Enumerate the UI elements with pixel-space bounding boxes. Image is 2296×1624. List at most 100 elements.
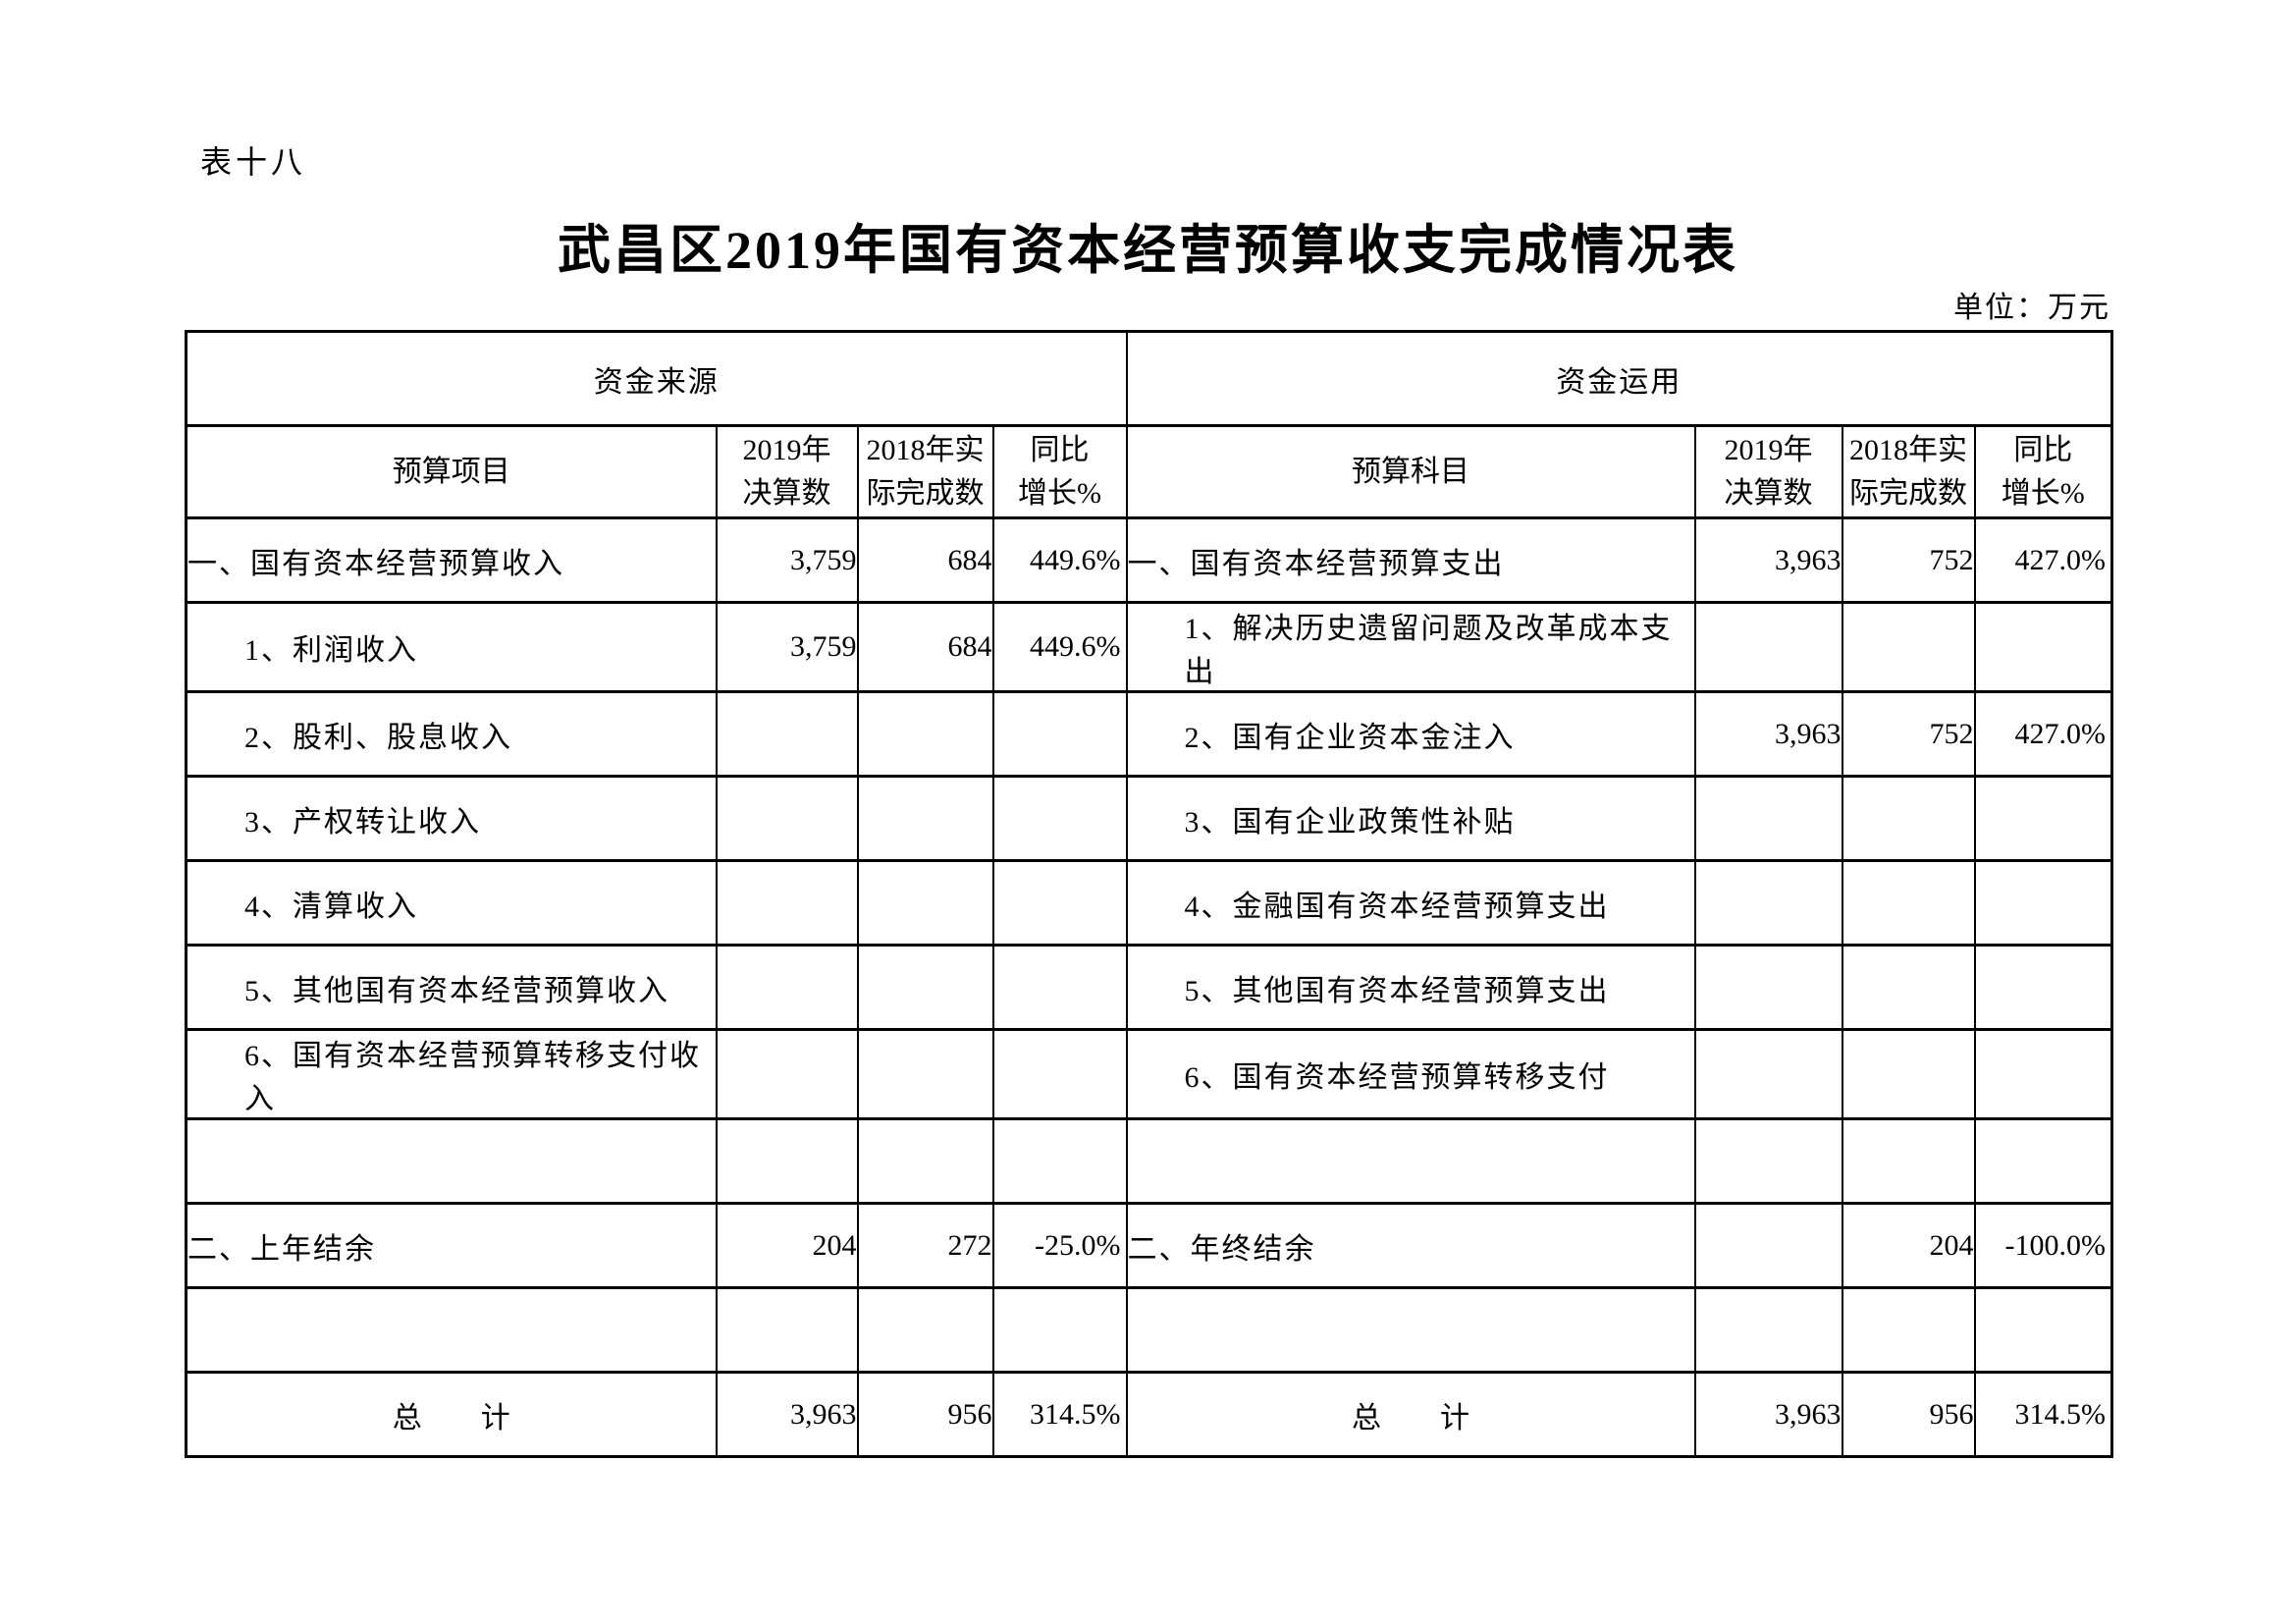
- table-row: 2、股利、股息收入 2、国有企业资本金注入 3,963 752 427.0%: [185, 690, 2113, 778]
- value-2019-cell: 3,963: [1693, 690, 1843, 778]
- column-header-2019-final: 2019年 决算数: [715, 424, 859, 519]
- row-label-cell: 3、产权转让收入: [185, 775, 718, 862]
- value-yoy-cell: [1973, 601, 2113, 693]
- row-label-cell: 总 计: [185, 1371, 718, 1458]
- table-row: 一、国有资本经营预算收入 3,759 684 449.6% 一、国有资本经营预算支出 3,…: [185, 516, 2113, 604]
- column-header-2019-final: 2019年 决算数: [1693, 424, 1843, 519]
- column-header-2018-actual: 2018年实 际完成数: [856, 424, 994, 519]
- table-row: 4、清算收入 4、金融国有资本经营预算支出: [185, 859, 2113, 947]
- value-2019-cell: [1693, 775, 1843, 862]
- row-label-cell: 2、国有企业资本金注入: [1125, 690, 1696, 778]
- table-row: 1、利润收入 3,759 684 449.6% 1、解决历史遗留问题及改革成本支出: [185, 601, 2113, 693]
- value-2019-cell: 3,963: [715, 1371, 859, 1458]
- value-2019-cell: [1693, 1202, 1843, 1289]
- value-2018-cell: [856, 944, 994, 1031]
- value-2019-cell: [1693, 601, 1843, 693]
- row-label-cell: [185, 1286, 718, 1374]
- value-yoy-cell: 427.0%: [1973, 516, 2113, 604]
- value-2018-cell: [1841, 859, 1976, 947]
- value-yoy-cell: [1973, 859, 2113, 947]
- row-label-cell: 2、股利、股息收入: [185, 690, 718, 778]
- table-row: [185, 1117, 2113, 1205]
- value-2018-cell: [856, 1028, 994, 1120]
- value-2019-cell: [715, 690, 859, 778]
- value-2019-cell: [1693, 859, 1843, 947]
- value-yoy-cell: -25.0%: [991, 1202, 1128, 1289]
- row-label-cell: 一、国有资本经营预算收入: [185, 516, 718, 604]
- column-header-row: 预算项目 2019年 决算数 2018年实 际完成数 同比 增长% 预算科目 2…: [185, 424, 2113, 519]
- table-row: [185, 1286, 2113, 1374]
- value-2019-cell: [715, 1028, 859, 1120]
- unit-note: 单位：万元: [1953, 292, 2110, 324]
- value-2019-cell: 3,759: [715, 601, 859, 693]
- value-yoy-cell: -100.0%: [1973, 1202, 2113, 1289]
- value-2018-cell: [856, 775, 994, 862]
- value-yoy-cell: 314.5%: [1973, 1371, 2113, 1458]
- row-label-cell: [185, 1117, 718, 1205]
- value-yoy-cell: 314.5%: [991, 1371, 1128, 1458]
- value-yoy-cell: 449.6%: [991, 601, 1128, 693]
- table-row: 5、其他国有资本经营预算收入 5、其他国有资本经营预算支出: [185, 944, 2113, 1031]
- value-2019-cell: 3,759: [715, 516, 859, 604]
- value-2019-cell: 204: [715, 1202, 859, 1289]
- value-2018-cell: 684: [856, 516, 994, 604]
- group-header-row: 资金来源 资金运用: [185, 330, 2113, 427]
- value-yoy-cell: [1973, 944, 2113, 1031]
- value-yoy-cell: [1973, 1286, 2113, 1374]
- budget-table: 资金来源 资金运用 预算项目 2019年 决算数 2018年实 际完成数 同比 …: [185, 330, 2113, 1458]
- value-2018-cell: 272: [856, 1202, 994, 1289]
- table-number-label: 表十八: [200, 144, 307, 180]
- value-yoy-cell: [991, 1286, 1128, 1374]
- row-label-cell: 4、清算收入: [185, 859, 718, 947]
- value-2019-cell: [1693, 1028, 1843, 1120]
- column-header-yoy-growth: 同比 增长%: [1973, 424, 2113, 519]
- value-2018-cell: [856, 1286, 994, 1374]
- table-row: 二、上年结余 204 272 -25.0% 二、年终结余 204 -100.0%: [185, 1202, 2113, 1289]
- value-yoy-cell: [991, 859, 1128, 947]
- row-label-cell: 5、其他国有资本经营预算收入: [185, 944, 718, 1031]
- value-2018-cell: 684: [856, 601, 994, 693]
- group-header-funding-sources: 资金来源: [185, 330, 1128, 427]
- value-2018-cell: 752: [1841, 516, 1976, 604]
- value-yoy-cell: 449.6%: [991, 516, 1128, 604]
- row-label-cell: 1、解决历史遗留问题及改革成本支出: [1125, 601, 1696, 693]
- value-2019-cell: [715, 859, 859, 947]
- value-2018-cell: 956: [856, 1371, 994, 1458]
- value-2018-cell: [1841, 601, 1976, 693]
- value-yoy-cell: [1973, 1028, 2113, 1120]
- column-header-budget-subject: 预算科目: [1125, 424, 1696, 519]
- row-label-cell: 总 计: [1125, 1371, 1696, 1458]
- value-yoy-cell: [991, 690, 1128, 778]
- value-yoy-cell: [1973, 775, 2113, 862]
- value-2018-cell: 752: [1841, 690, 1976, 778]
- value-2018-cell: [1841, 944, 1976, 1031]
- table-body: 一、国有资本经营预算收入 3,759 684 449.6% 一、国有资本经营预算支出 3,…: [185, 516, 2113, 1458]
- value-2018-cell: [856, 1117, 994, 1205]
- value-2018-cell: [1841, 1117, 1976, 1205]
- value-2019-cell: 3,963: [1693, 516, 1843, 604]
- value-2018-cell: [856, 690, 994, 778]
- group-header-funding-uses: 资金运用: [1125, 330, 2113, 427]
- row-label-cell: 1、利润收入: [185, 601, 718, 693]
- value-yoy-cell: [991, 944, 1128, 1031]
- value-yoy-cell: [991, 1117, 1128, 1205]
- value-yoy-cell: [991, 1028, 1128, 1120]
- value-2019-cell: [715, 1286, 859, 1374]
- column-header-yoy-growth: 同比 增长%: [991, 424, 1128, 519]
- row-label-cell: 二、年终结余: [1125, 1202, 1696, 1289]
- column-header-budget-item: 预算项目: [185, 424, 718, 519]
- table-row: 6、国有资本经营预算转移支付收入 6、国有资本经营预算转移支付: [185, 1028, 2113, 1120]
- value-2018-cell: 956: [1841, 1371, 1976, 1458]
- row-label-cell: 一、国有资本经营预算支出: [1125, 516, 1696, 604]
- row-label-cell: 6、国有资本经营预算转移支付: [1125, 1028, 1696, 1120]
- value-2018-cell: [1841, 1028, 1976, 1120]
- row-label-cell: [1125, 1286, 1696, 1374]
- row-label-cell: 4、金融国有资本经营预算支出: [1125, 859, 1696, 947]
- value-2019-cell: [1693, 1117, 1843, 1205]
- row-label-cell: [1125, 1117, 1696, 1205]
- column-header-2018-actual: 2018年实 际完成数: [1841, 424, 1976, 519]
- value-2019-cell: [715, 1117, 859, 1205]
- value-2018-cell: [1841, 1286, 1976, 1374]
- page-title: 武昌区2019年国有资本经营预算收支完成情况表: [558, 221, 1738, 280]
